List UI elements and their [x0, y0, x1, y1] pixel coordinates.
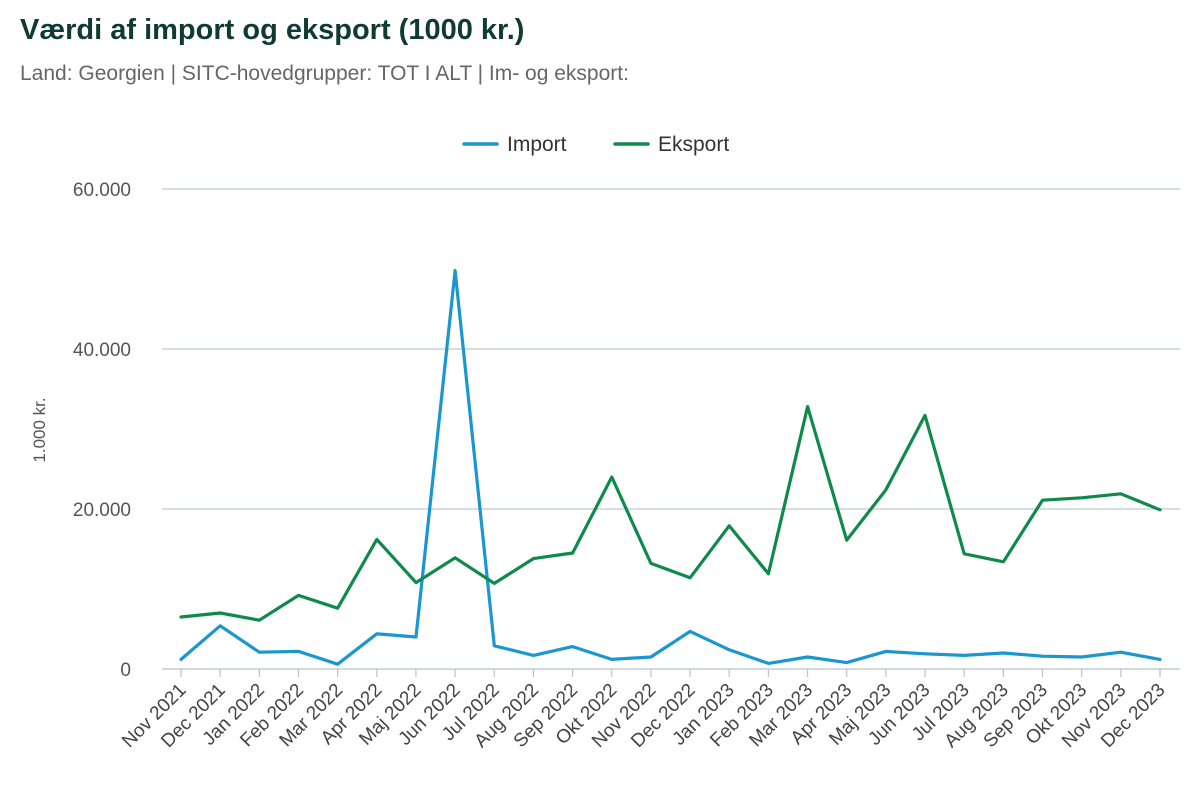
- y-tick-label: 60.000: [73, 180, 131, 201]
- series-line-eksport: [179, 405, 1162, 622]
- y-axis-label: 1.000 kr.: [30, 397, 49, 462]
- series-eksport: [179, 405, 1162, 622]
- chart-subtitle: Land: Georgien | SITC-hovedgrupper: TOT …: [20, 62, 629, 85]
- series-line-import: [179, 269, 1162, 666]
- y-tick-label: 0: [120, 660, 131, 681]
- legend-item-eksport[interactable]: Eksport: [613, 133, 729, 156]
- legend-label: Eksport: [658, 133, 729, 156]
- series-lines: [179, 269, 1162, 666]
- y-tick-label: 40.000: [73, 340, 131, 361]
- legend: Import Eksport: [462, 133, 729, 156]
- legend-label: Import: [507, 133, 567, 156]
- y-tick-label: 20.000: [73, 500, 131, 521]
- legend-item-import[interactable]: Import: [462, 133, 567, 156]
- gridlines: [162, 188, 1180, 670]
- series-import: [179, 269, 1162, 666]
- chart-title: Værdi af import og eksport (1000 kr.): [20, 14, 525, 46]
- y-axis-ticks: 0 20.000 40.000 60.000: [73, 180, 131, 681]
